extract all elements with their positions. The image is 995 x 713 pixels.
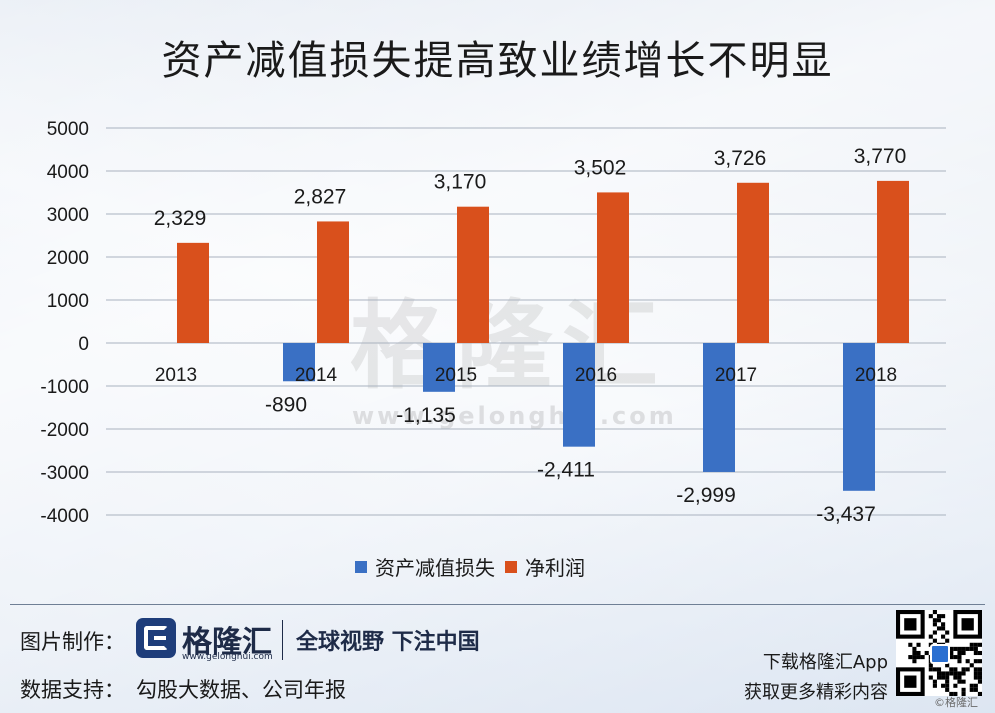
x-tick-label: 2018 — [855, 365, 897, 386]
bar-impairment — [423, 343, 455, 392]
bar-net-profit — [177, 242, 209, 343]
data-source: 勾股大数据、公司年报 — [136, 678, 346, 702]
y-tick-label: -3000 — [40, 463, 89, 484]
x-tick-label: 2013 — [155, 365, 197, 386]
data-label-net-profit: 2,329 — [154, 207, 207, 230]
data-label-net-profit: 3,502 — [574, 156, 627, 179]
y-tick-label: 5000 — [47, 119, 89, 140]
brand-separator — [282, 620, 283, 660]
y-tick-label: -2000 — [40, 420, 89, 441]
x-tick-label: 2016 — [575, 365, 617, 386]
bar-impairment — [563, 343, 595, 447]
legend-label-impairment: 资产减值损失 — [375, 556, 495, 580]
data-label-impairment: -2,411 — [537, 459, 595, 482]
y-tick-label: -1000 — [40, 377, 89, 398]
y-tick-label: 0 — [78, 334, 89, 355]
legend-item-net-profit: 净利润 — [505, 552, 585, 581]
y-tick-label: -4000 — [40, 506, 89, 527]
footer-divider — [10, 604, 985, 605]
data-label-net-profit: 3,770 — [854, 145, 907, 168]
legend-swatch-net-profit — [505, 560, 517, 573]
bar-net-profit — [877, 180, 909, 343]
data-label-net-profit: 3,726 — [714, 147, 767, 170]
bar-impairment — [703, 343, 735, 472]
data-label-impairment: -2,999 — [676, 484, 736, 507]
brand-logo-icon — [136, 618, 176, 658]
bar-chart: -4000 -3000 -2000 -1000 0 1000 2000 3000 4000 500… — [40, 119, 946, 527]
brand-name: 格隆汇 — [182, 625, 272, 660]
bar-net-profit — [457, 206, 489, 343]
x-tick-label: 2017 — [715, 365, 757, 386]
y-tick-label: 4000 — [47, 162, 89, 183]
chart-title: 资产减值损失提高致业绩增长不明显 — [161, 38, 834, 84]
x-tick-label: 2014 — [295, 365, 338, 386]
legend-item-impairment: 资产减值损失 — [355, 552, 495, 581]
image-credit: ©格隆汇 — [934, 696, 978, 709]
qr-logo-icon — [930, 644, 950, 664]
y-tick-label: 2000 — [47, 248, 89, 269]
qr-code-icon — [896, 610, 982, 696]
bar-impairment — [283, 343, 315, 382]
data-support-label: 数据支持： — [20, 678, 125, 702]
data-label-net-profit: 2,827 — [294, 185, 347, 208]
bar-net-profit — [317, 221, 349, 343]
y-tick-label: 1000 — [47, 291, 89, 312]
data-label-impairment: -890 — [265, 393, 307, 416]
watermark-url: www.gelonghui.com — [352, 402, 677, 430]
legend-swatch-impairment — [355, 560, 367, 573]
data-label-impairment: -3,437 — [816, 503, 876, 526]
made-by-label: 图片制作： — [20, 630, 125, 654]
app-download-text: 下载格隆汇App — [762, 652, 888, 673]
bar-net-profit — [737, 182, 769, 343]
data-label-impairment: -1,135 — [396, 404, 456, 427]
bar-net-profit — [597, 192, 629, 343]
bar-impairment — [843, 343, 875, 491]
brand-slogan: 全球视野 下注中国 — [296, 630, 480, 655]
legend: 资产减值损失 净利润 — [355, 552, 585, 581]
legend-label-net-profit: 净利润 — [525, 556, 585, 580]
data-label-net-profit: 3,170 — [434, 171, 487, 194]
app-promo-text: 获取更多精彩内容 — [744, 682, 888, 703]
brand-url: www.gelonghui.com — [182, 652, 273, 662]
y-tick-label: 3000 — [47, 205, 89, 226]
x-tick-label: 2015 — [435, 365, 477, 386]
